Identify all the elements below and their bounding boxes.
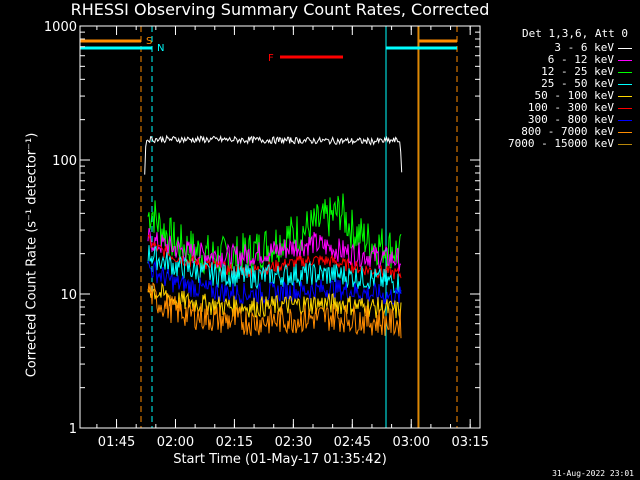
x-tick-label: 02:15 bbox=[216, 435, 253, 450]
marker-label: S bbox=[146, 36, 152, 47]
legend-swatch bbox=[618, 107, 632, 109]
legend-swatch bbox=[618, 95, 632, 97]
series-300-800-kev bbox=[147, 260, 402, 306]
legend-label: 25 - 50 keV bbox=[541, 77, 614, 90]
series-12-25-kev bbox=[147, 193, 402, 278]
legend-item: 800 - 7000 keV bbox=[482, 126, 634, 138]
plot-frame bbox=[79, 25, 481, 429]
legend-header: Det 1,3,6, Att 0 bbox=[522, 27, 628, 40]
x-tick-label: 01:45 bbox=[98, 435, 135, 450]
legend-item: 300 - 800 keV bbox=[482, 114, 634, 126]
legend-label: 100 - 300 keV bbox=[527, 101, 614, 114]
marker-label: F bbox=[268, 53, 274, 64]
legend-label: 800 - 7000 keV bbox=[521, 125, 614, 138]
chart-title: RHESSI Observing Summary Count Rates, Co… bbox=[70, 0, 490, 19]
series-25-50-kev bbox=[147, 245, 402, 294]
legend-swatch bbox=[618, 59, 632, 61]
legend-label: 7000 - 15000 keV bbox=[508, 137, 614, 150]
legend-swatch bbox=[618, 47, 632, 49]
legend-swatch bbox=[618, 71, 632, 73]
legend-label: 50 - 100 keV bbox=[534, 89, 614, 102]
legend-item: 12 - 25 keV bbox=[482, 66, 634, 78]
x-tick-label: 03:00 bbox=[393, 435, 430, 450]
legend-swatch bbox=[618, 143, 632, 145]
x-tick-label: 02:45 bbox=[334, 435, 371, 450]
legend-item: 100 - 300 keV bbox=[482, 102, 634, 114]
legend-label: 300 - 800 keV bbox=[527, 113, 614, 126]
series-800-7000-kev bbox=[147, 282, 402, 339]
y-tick-label: 100 bbox=[52, 154, 77, 169]
y-tick-label: 1000 bbox=[44, 20, 77, 35]
x-tick-label: 02:30 bbox=[275, 435, 312, 450]
legend-swatch bbox=[618, 131, 632, 133]
x-tick-label: 03:15 bbox=[451, 435, 488, 450]
series-100-300-kev bbox=[147, 234, 402, 280]
legend-label: 6 - 12 keV bbox=[547, 53, 614, 66]
x-tick-label: 02:00 bbox=[157, 435, 194, 450]
legend-swatch bbox=[618, 119, 632, 121]
y-axis-label: Corrected Count Rate (s⁻¹ detector⁻¹) bbox=[24, 132, 40, 378]
x-axis-label: Start Time (01-May-17 01:35:42) bbox=[173, 452, 387, 467]
marker-label: N bbox=[157, 43, 164, 54]
timestamp: 31-Aug-2022 23:01 bbox=[552, 469, 634, 478]
y-tick-label: 1 bbox=[69, 422, 77, 437]
legend-item: 25 - 50 keV bbox=[482, 78, 634, 90]
series-3-6-kev bbox=[144, 134, 403, 175]
legend-label: 3 - 6 keV bbox=[554, 41, 614, 54]
legend-item: 6 - 12 keV bbox=[482, 54, 634, 66]
legend-item: 3 - 6 keV bbox=[482, 42, 634, 54]
legend-swatch bbox=[618, 83, 632, 85]
y-tick-label: 10 bbox=[60, 288, 77, 303]
legend: Det 1,3,6, Att 0 3 - 6 keV 6 - 12 keV 12 -… bbox=[482, 28, 634, 150]
series-6-12-kev bbox=[147, 228, 402, 272]
legend-label: 12 - 25 keV bbox=[541, 65, 614, 78]
legend-item: 7000 - 15000 keV bbox=[482, 138, 634, 150]
legend-item: 50 - 100 keV bbox=[482, 90, 634, 102]
